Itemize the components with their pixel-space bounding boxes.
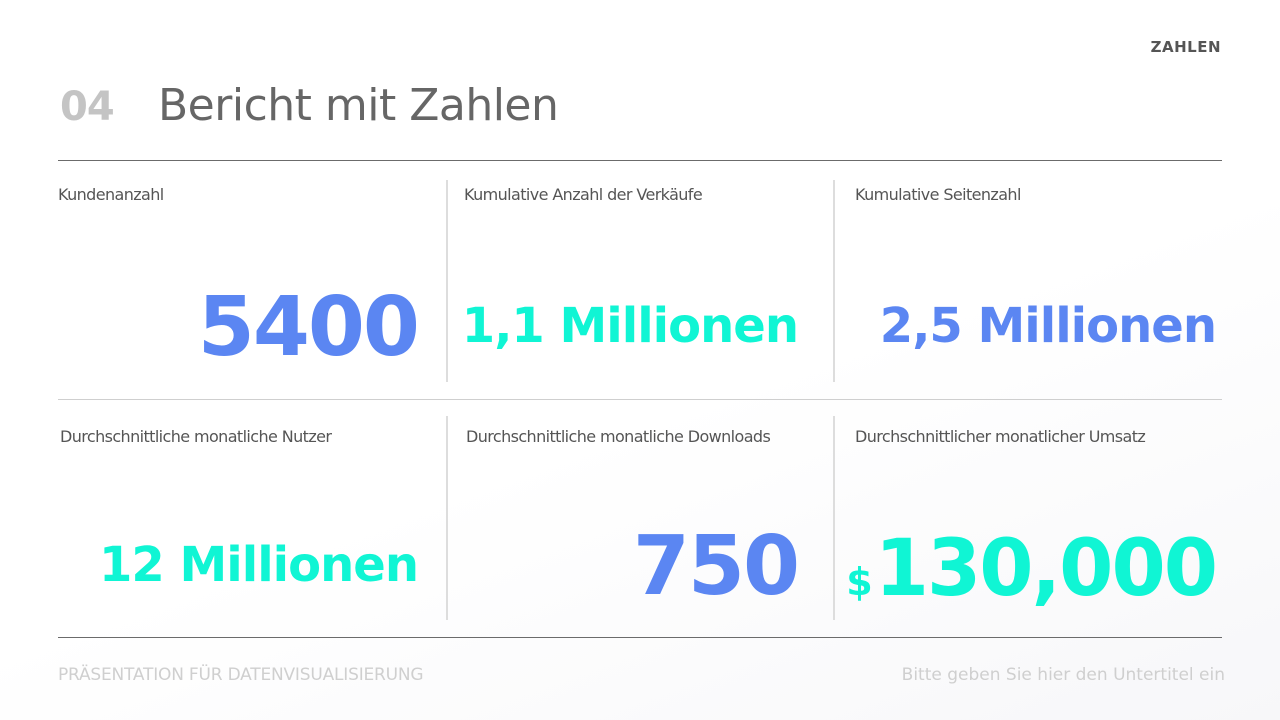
metric-value-cumulative-sales: 1,1 Millionen bbox=[461, 298, 799, 354]
revenue-amount: 130,000 bbox=[874, 524, 1218, 614]
metric-label-monthly-revenue: Durchschnittlicher monatlicher Umsatz bbox=[855, 427, 1146, 446]
row-divider bbox=[58, 399, 1222, 400]
section-tag: ZAHLEN bbox=[1150, 38, 1221, 56]
footer-presentation-title: PRÄSENTATION FÜR DATENVISUALISIERUNG bbox=[58, 665, 424, 685]
metric-label-customer-count: Kundenanzahl bbox=[58, 185, 164, 204]
page-title: Bericht mit Zahlen bbox=[158, 80, 559, 131]
metric-value-monthly-downloads: 750 bbox=[632, 519, 800, 614]
metric-value-cumulative-pages: 2,5 Millionen bbox=[879, 298, 1217, 354]
footer-divider bbox=[58, 637, 1222, 638]
metric-label-monthly-users: Durchschnittliche monatliche Nutzer bbox=[60, 427, 332, 446]
metric-label-cumulative-sales: Kumulative Anzahl der Verkäufe bbox=[464, 185, 703, 204]
metric-label-cumulative-pages: Kumulative Seitenzahl bbox=[855, 185, 1021, 204]
metric-value-monthly-revenue: $130,000 bbox=[846, 530, 1218, 608]
currency-symbol: $ bbox=[846, 560, 872, 604]
metric-label-monthly-downloads: Durchschnittliche monatliche Downloads bbox=[466, 427, 771, 446]
column-divider bbox=[446, 180, 448, 382]
column-divider bbox=[446, 416, 448, 620]
title-divider bbox=[58, 160, 1222, 161]
metric-value-monthly-users: 12 Millionen bbox=[99, 537, 419, 593]
section-number: 04 bbox=[60, 84, 115, 130]
column-divider bbox=[833, 180, 835, 382]
metric-value-customer-count: 5400 bbox=[197, 280, 420, 375]
footer-subtitle-placeholder[interactable]: Bitte geben Sie hier den Untertitel ein bbox=[901, 665, 1225, 685]
column-divider bbox=[833, 416, 835, 620]
